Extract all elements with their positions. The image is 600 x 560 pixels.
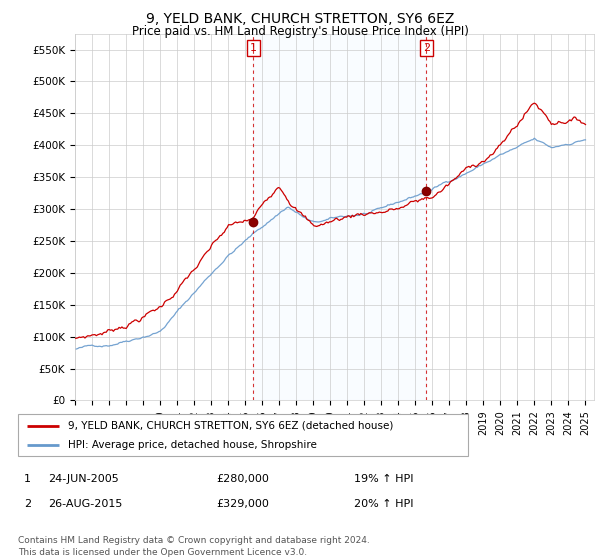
Text: £280,000: £280,000: [216, 474, 269, 484]
Text: 9, YELD BANK, CHURCH STRETTON, SY6 6EZ (detached house): 9, YELD BANK, CHURCH STRETTON, SY6 6EZ (…: [67, 421, 393, 431]
Text: 2: 2: [423, 43, 430, 53]
Text: HPI: Average price, detached house, Shropshire: HPI: Average price, detached house, Shro…: [67, 440, 316, 450]
Text: Price paid vs. HM Land Registry's House Price Index (HPI): Price paid vs. HM Land Registry's House …: [131, 25, 469, 38]
Text: £329,000: £329,000: [216, 499, 269, 509]
Bar: [253, 34, 427, 400]
FancyBboxPatch shape: [18, 414, 468, 456]
Text: 19% ↑ HPI: 19% ↑ HPI: [354, 474, 413, 484]
Text: 24-JUN-2005: 24-JUN-2005: [48, 474, 119, 484]
Text: 2: 2: [24, 499, 31, 509]
Text: 1: 1: [24, 474, 31, 484]
Text: 26-AUG-2015: 26-AUG-2015: [48, 499, 122, 509]
Text: 9, YELD BANK, CHURCH STRETTON, SY6 6EZ: 9, YELD BANK, CHURCH STRETTON, SY6 6EZ: [146, 12, 454, 26]
Text: 1: 1: [250, 43, 257, 53]
Text: 20% ↑ HPI: 20% ↑ HPI: [354, 499, 413, 509]
Text: Contains HM Land Registry data © Crown copyright and database right 2024.
This d: Contains HM Land Registry data © Crown c…: [18, 536, 370, 557]
